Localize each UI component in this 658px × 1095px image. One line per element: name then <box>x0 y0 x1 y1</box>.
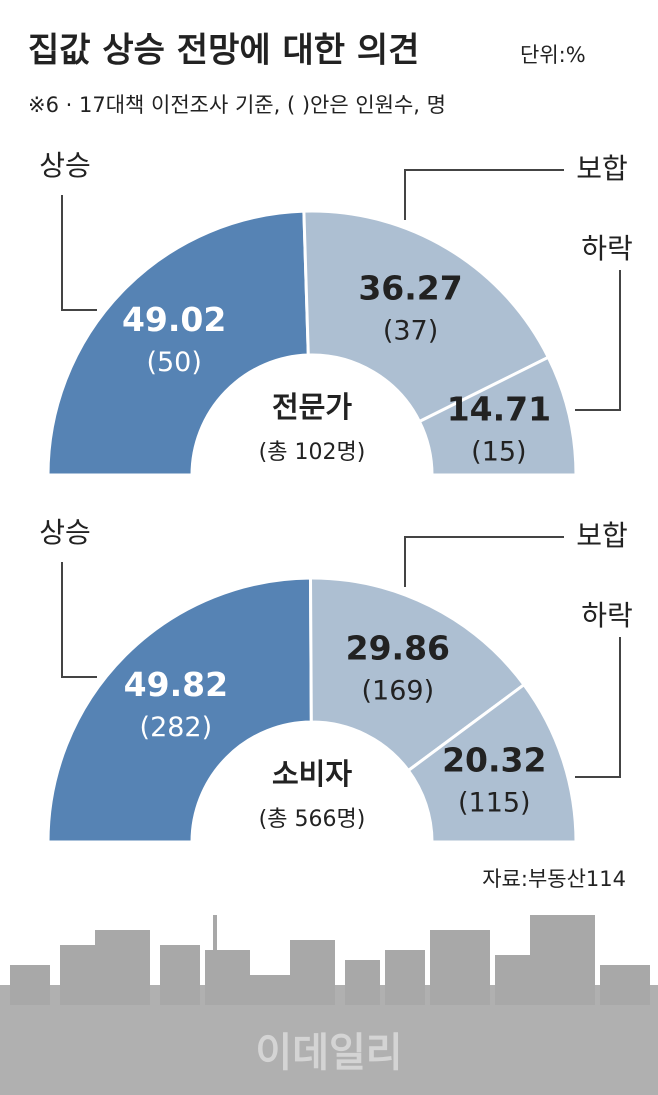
leader-line <box>404 536 564 587</box>
value-label: 20.32 <box>442 740 546 779</box>
value-label: 49.02 <box>122 300 226 339</box>
segment <box>46 209 310 477</box>
category-label: 하락 <box>581 232 633 265</box>
segment <box>417 355 578 477</box>
segment <box>406 682 578 844</box>
segment <box>302 209 551 424</box>
source: 자료:부동산114 <box>482 867 626 891</box>
leader-line <box>61 562 97 678</box>
skyline <box>0 915 658 1095</box>
value-label: 14.71 <box>447 390 551 429</box>
value-label: 49.82 <box>124 665 228 704</box>
leader-line <box>575 637 621 778</box>
count-label: (37) <box>383 316 438 347</box>
value-label: 36.27 <box>358 269 462 308</box>
center-label: 소비자 <box>272 757 352 791</box>
leader-line <box>61 195 97 311</box>
count-label: (169) <box>362 676 435 707</box>
title: 집값 상승 전망에 대한 의견 <box>28 31 419 71</box>
note: ※6 · 17대책 이전조사 기준, ( )안은 인원수, 명 <box>28 93 446 117</box>
center-label: 전문가 <box>272 390 352 424</box>
value-label: 29.86 <box>346 629 450 668</box>
segment <box>308 576 527 773</box>
category-label: 하락 <box>581 599 633 632</box>
count-label: (50) <box>146 347 201 378</box>
category-label: 상승 <box>39 149 91 182</box>
count-label: (115) <box>458 787 531 818</box>
count-label: (282) <box>140 712 213 743</box>
leader-line <box>404 169 564 220</box>
segment <box>46 576 313 844</box>
leader-line <box>575 270 621 411</box>
count-label: (15) <box>471 437 526 468</box>
center-sublabel: (총 566명) <box>259 807 366 832</box>
category-label: 보합 <box>576 519 628 552</box>
watermark: 이데일리 <box>255 1030 402 1076</box>
center-sublabel: (총 102명) <box>259 440 366 465</box>
unit: 단위:% <box>520 43 586 67</box>
category-label: 상승 <box>39 516 91 549</box>
category-label: 보합 <box>576 152 628 185</box>
